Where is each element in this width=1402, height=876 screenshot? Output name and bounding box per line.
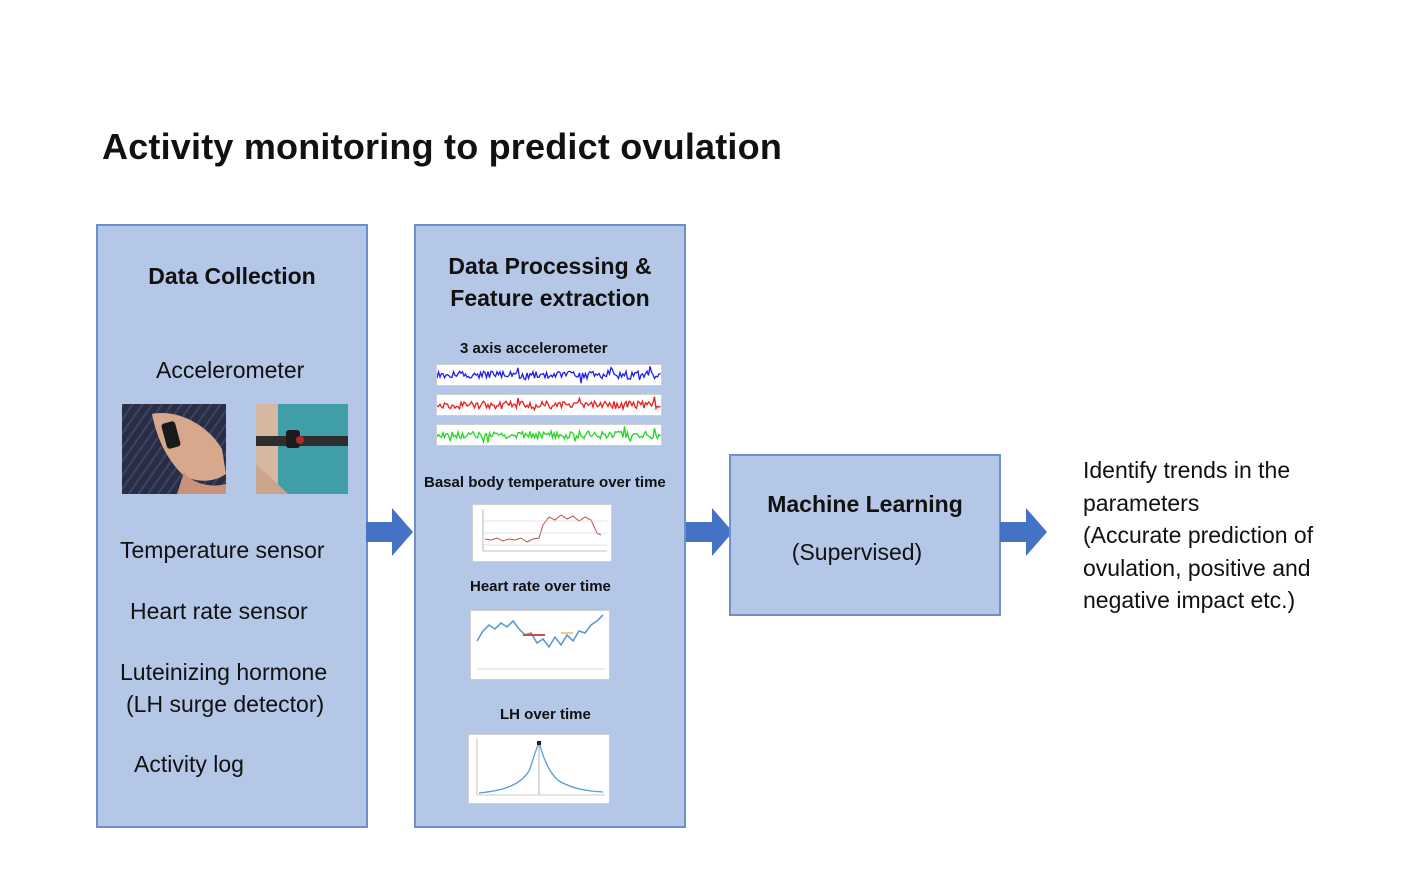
hr-chart bbox=[470, 610, 610, 680]
processing-header-line2: Feature extraction bbox=[450, 285, 650, 311]
arrow-right-icon bbox=[366, 508, 413, 556]
ml-title: Machine Learning bbox=[767, 491, 963, 517]
accel-x-signal bbox=[436, 364, 662, 386]
lh-chart-label: LH over time bbox=[500, 706, 591, 723]
ml-subtitle: (Supervised) bbox=[791, 539, 923, 565]
temperature-sensor-label: Temperature sensor bbox=[120, 537, 325, 563]
page-title: Activity monitoring to predict ovulation bbox=[102, 126, 783, 167]
accel-z-signal bbox=[436, 424, 662, 446]
activity-log-label: Activity log bbox=[134, 751, 244, 777]
heart-rate-sensor-label: Heart rate sensor bbox=[130, 598, 308, 624]
outcome-line: (Accurate prediction of bbox=[1083, 522, 1314, 548]
data-processing-box: Data Processing & Feature extraction 3 a… bbox=[414, 224, 686, 828]
chest-strap-photo bbox=[256, 404, 348, 494]
arrow-right-icon bbox=[1000, 508, 1047, 556]
accel-y-signal bbox=[436, 394, 662, 416]
bbt-chart-label: Basal body temperature over time bbox=[424, 474, 666, 491]
lh-chart bbox=[468, 734, 610, 804]
accelerometer-label: Accelerometer bbox=[156, 357, 305, 383]
accelerometer-chart-label: 3 axis accelerometer bbox=[460, 340, 608, 357]
outcome-line: negative impact etc.) bbox=[1083, 587, 1296, 613]
outcome-line: parameters bbox=[1083, 489, 1200, 516]
outcome-description: Identify trends in the parameters (Accur… bbox=[1083, 454, 1313, 617]
arrow-right-icon bbox=[686, 508, 733, 556]
lh-label-line1: Luteinizing hormone bbox=[120, 659, 328, 685]
bbt-chart bbox=[472, 504, 612, 562]
machine-learning-box: Machine Learning (Supervised) bbox=[729, 454, 1001, 616]
data-collection-header: Data Collection bbox=[148, 263, 316, 289]
outcome-line: ovulation, positive and bbox=[1083, 554, 1311, 581]
lh-label-line2: (LH surge detector) bbox=[126, 691, 325, 717]
data-collection-box: Data Collection Accelerometer T bbox=[96, 224, 368, 828]
hr-chart-label: Heart rate over time bbox=[470, 578, 611, 595]
outcome-line: Identify trends in the bbox=[1083, 457, 1291, 483]
processing-header-line1: Data Processing & bbox=[448, 253, 652, 279]
wrist-device-photo bbox=[122, 404, 226, 494]
